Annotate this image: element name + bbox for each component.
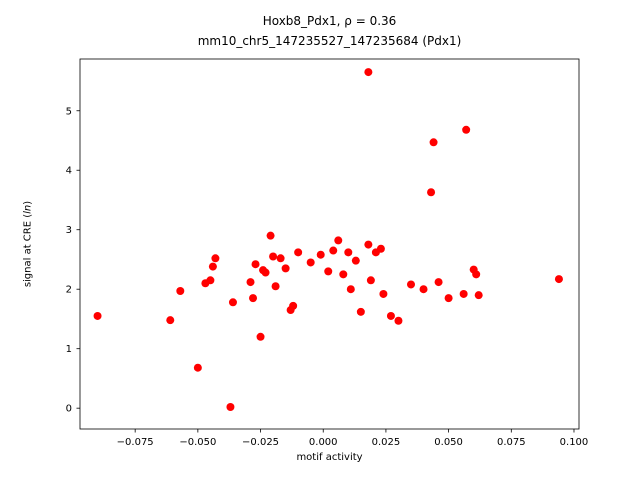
- x-tick-label: −0.025: [242, 437, 279, 448]
- y-tick-label: 0: [66, 404, 72, 415]
- data-point: [193, 363, 202, 372]
- data-point: [462, 125, 471, 134]
- y-tick-label: 4: [66, 166, 72, 177]
- data-point: [339, 270, 348, 279]
- data-point: [379, 289, 388, 298]
- chart-title-line1: Hoxb8_Pdx1, ρ = 0.36: [262, 14, 397, 28]
- data-point: [394, 316, 403, 325]
- data-point: [226, 402, 235, 411]
- data-point: [356, 307, 365, 316]
- data-point: [266, 231, 275, 240]
- data-point: [459, 289, 468, 298]
- y-tick-label: 1: [66, 344, 72, 355]
- data-point: [294, 248, 303, 257]
- data-point: [206, 276, 215, 285]
- x-tick-label: −0.050: [179, 437, 216, 448]
- data-point: [351, 256, 360, 265]
- data-point: [269, 252, 278, 261]
- data-point: [406, 280, 415, 289]
- data-point: [386, 311, 395, 320]
- data-point: [281, 264, 290, 273]
- data-point: [429, 138, 438, 147]
- y-axis-label-italic: ln: [22, 204, 34, 214]
- data-point: [208, 262, 217, 271]
- data-point: [261, 268, 270, 277]
- y-axis-label-post: ): [22, 200, 34, 205]
- data-point: [444, 294, 453, 303]
- data-point: [93, 311, 102, 320]
- x-tick-label: −0.075: [117, 437, 154, 448]
- y-axis-label: signal at CRE (ln): [23, 201, 34, 287]
- data-point: [324, 267, 333, 276]
- y-tick-label: 3: [66, 225, 72, 236]
- data-point: [364, 240, 373, 249]
- data-point: [276, 254, 285, 263]
- data-point: [376, 244, 385, 253]
- data-point: [316, 250, 325, 259]
- data-point: [249, 294, 258, 303]
- data-point: [419, 285, 428, 294]
- data-point: [211, 254, 220, 263]
- x-tick-label: 0.075: [497, 437, 526, 448]
- x-tick-label: 0.050: [434, 437, 463, 448]
- x-tick-label: 0.100: [560, 437, 589, 448]
- data-point: [346, 285, 355, 294]
- data-point: [334, 236, 343, 245]
- data-point: [472, 270, 481, 279]
- data-point: [289, 301, 298, 310]
- data-point: [364, 68, 373, 77]
- chart-title-line2: mm10_chr5_147235527_147235684 (Pdx1): [197, 34, 462, 48]
- data-point: [176, 286, 185, 295]
- data-point: [256, 332, 265, 341]
- data-point: [474, 291, 483, 300]
- data-point: [427, 188, 436, 197]
- y-tick-label: 5: [66, 106, 72, 117]
- data-point: [166, 316, 175, 325]
- data-point: [306, 258, 315, 267]
- data-point: [228, 298, 237, 307]
- data-point: [366, 276, 375, 285]
- axes-frame: [79, 58, 580, 430]
- data-point: [434, 278, 443, 287]
- data-point: [344, 248, 353, 257]
- data-point: [329, 246, 338, 255]
- data-point: [251, 260, 260, 269]
- data-point: [554, 275, 563, 284]
- data-point: [246, 278, 255, 287]
- x-axis-label: motif activity: [296, 452, 363, 463]
- y-tick-label: 2: [66, 285, 72, 296]
- y-axis-label-pre: signal at CRE (: [22, 213, 34, 288]
- x-tick-label: 0.000: [309, 437, 338, 448]
- data-point: [271, 282, 280, 291]
- x-tick-label: 0.025: [372, 437, 401, 448]
